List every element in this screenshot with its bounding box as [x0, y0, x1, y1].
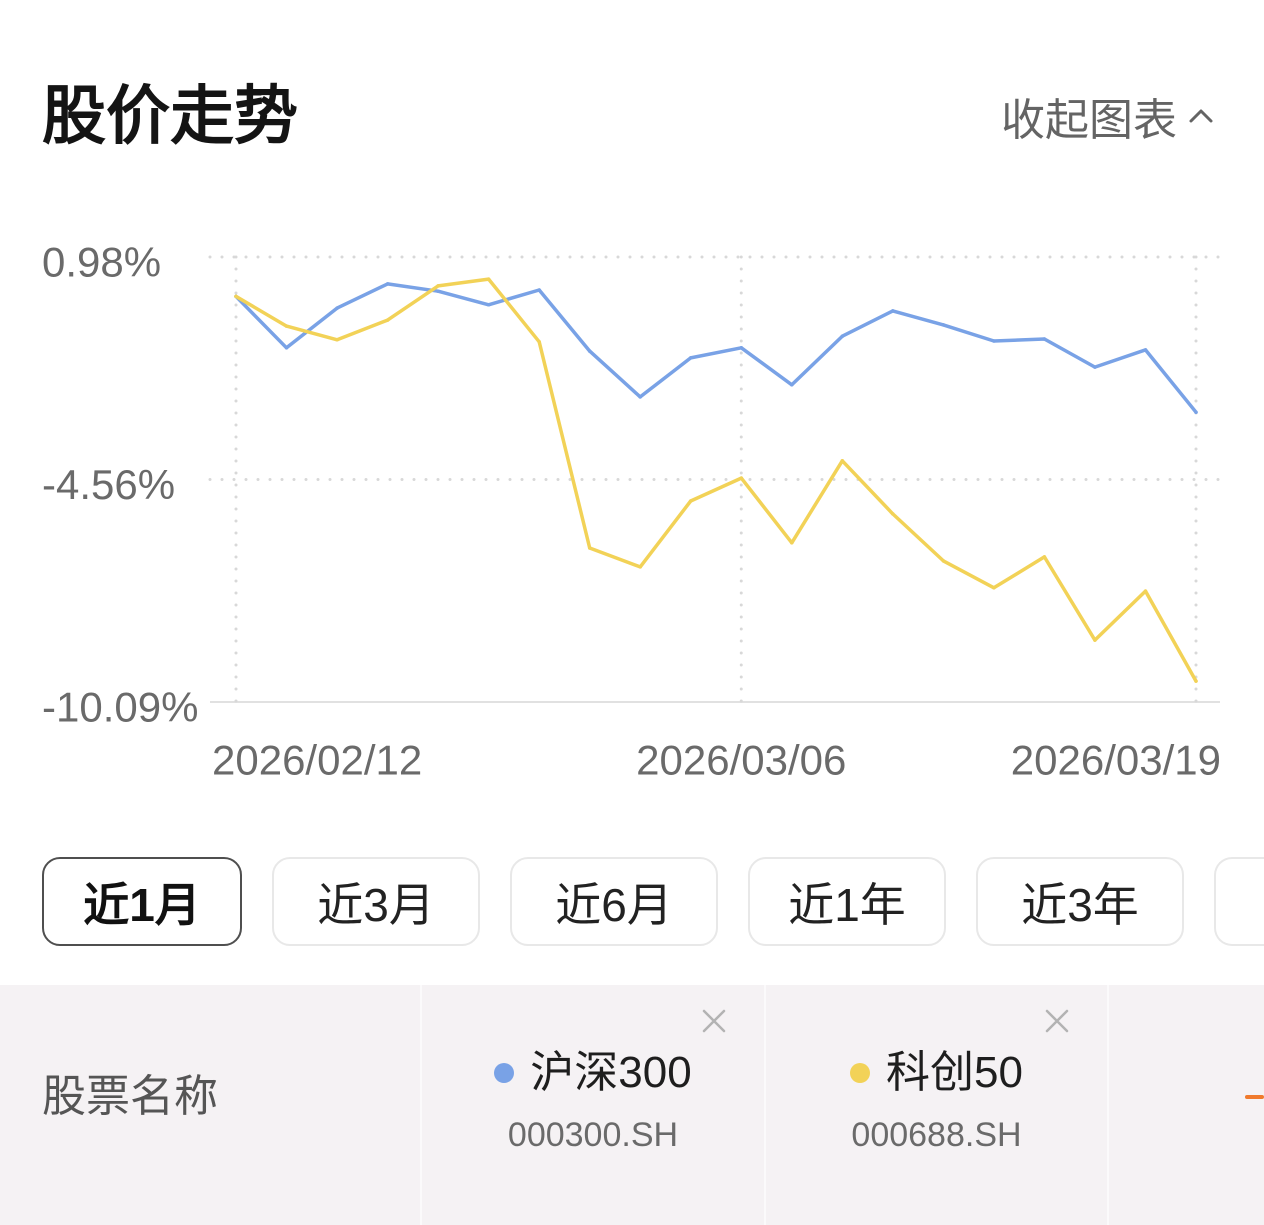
x-tick-label: 2026/02/12 — [212, 737, 422, 784]
collapse-chart-label: 收起图表 — [1001, 96, 1177, 145]
data-point — [891, 512, 895, 516]
data-point — [941, 323, 946, 327]
chevron-up-icon — [1187, 106, 1215, 126]
stock-code: 000688.SH — [851, 1116, 1022, 1154]
data-point — [486, 277, 491, 281]
data-point — [587, 546, 592, 550]
series-line-1 — [234, 282, 1198, 414]
y-tick-label: -10.09% — [42, 684, 198, 731]
data-point — [1143, 589, 1148, 593]
data-point — [1093, 638, 1097, 642]
add-stock-button[interactable] — [1245, 1077, 1264, 1117]
data-point — [537, 288, 541, 292]
data-point — [1042, 337, 1047, 341]
stock-column: 科创50 000688.SH — [764, 985, 1107, 1225]
data-point — [992, 339, 996, 343]
data-point — [284, 324, 289, 328]
remove-stock-button[interactable] — [700, 1007, 728, 1035]
stock-code: 000300.SH — [507, 1116, 679, 1154]
data-point — [941, 559, 946, 563]
data-point — [284, 346, 289, 350]
data-point — [1042, 555, 1047, 559]
page-title: 股价走势 — [42, 80, 298, 152]
data-point — [234, 294, 238, 299]
data-point — [840, 459, 845, 463]
data-point — [840, 334, 845, 338]
range-tab-3-years[interactable]: 近3年 — [976, 857, 1184, 946]
series-color-dot — [850, 1063, 871, 1083]
add-stock-cell — [1107, 985, 1264, 1225]
data-point — [1194, 679, 1198, 683]
data-point — [385, 282, 390, 286]
data-point — [587, 349, 592, 353]
remove-stock-button[interactable] — [1043, 1007, 1071, 1035]
data-point — [335, 306, 339, 310]
stock-name-row: 沪深300 — [422, 1045, 764, 1101]
data-point — [335, 338, 339, 342]
data-point — [688, 499, 693, 503]
range-tab-1-year[interactable]: 近1年 — [748, 857, 946, 946]
series-line-2 — [234, 277, 1198, 683]
series-color-dot — [494, 1063, 515, 1083]
stock-name: 沪深300 — [530, 1048, 692, 1097]
data-point — [486, 303, 491, 307]
stock-name-header: 股票名称 — [42, 1072, 218, 1121]
range-tab-6-months[interactable]: 近6月 — [510, 857, 718, 946]
data-point — [992, 586, 996, 590]
data-point — [638, 395, 642, 399]
y-tick-label: -4.56% — [42, 461, 175, 508]
stock-name-header-cell: 股票名称 — [0, 985, 420, 1225]
data-point — [537, 340, 541, 344]
x-tick-label: 2026/03/06 — [636, 737, 846, 784]
data-point — [739, 346, 744, 350]
data-point — [385, 318, 390, 322]
data-point — [739, 476, 744, 480]
stock-name: 科创50 — [886, 1048, 1023, 1097]
data-point — [1143, 348, 1148, 352]
price-trend-chart[interactable]: 0.98% -4.56% -10.09% 2026/02/12 2026/03/06 20… — [0, 200, 1264, 800]
data-point — [436, 284, 440, 288]
data-point — [688, 356, 693, 360]
data-point — [638, 565, 642, 569]
x-tick-label: 2026/03/19 — [1011, 737, 1221, 784]
data-point — [891, 309, 895, 313]
data-point — [1194, 410, 1198, 414]
data-point — [790, 383, 794, 387]
stock-name-row: 科创50 — [766, 1045, 1107, 1101]
collapse-chart-button[interactable]: 收起图表 — [1001, 88, 1215, 145]
range-tab-1-month[interactable]: 近1月 — [42, 857, 242, 946]
compare-table: 股票名称 沪深300 000300.SH 科创50 000688.SH — [0, 985, 1264, 1225]
plus-icon — [1245, 1095, 1264, 1099]
data-point — [790, 541, 794, 545]
data-point — [436, 289, 440, 293]
range-tab-3-months[interactable]: 近3月 — [272, 857, 480, 946]
stock-column: 沪深300 000300.SH — [420, 985, 764, 1225]
data-point — [1093, 365, 1097, 369]
y-tick-label: 0.98% — [42, 239, 161, 286]
range-tab-overflow[interactable] — [1214, 857, 1264, 946]
time-range-tabs: 近1月 近3月 近6月 近1年 近3年 — [42, 857, 1264, 946]
close-icon — [702, 1009, 726, 1033]
close-icon — [1045, 1009, 1069, 1033]
